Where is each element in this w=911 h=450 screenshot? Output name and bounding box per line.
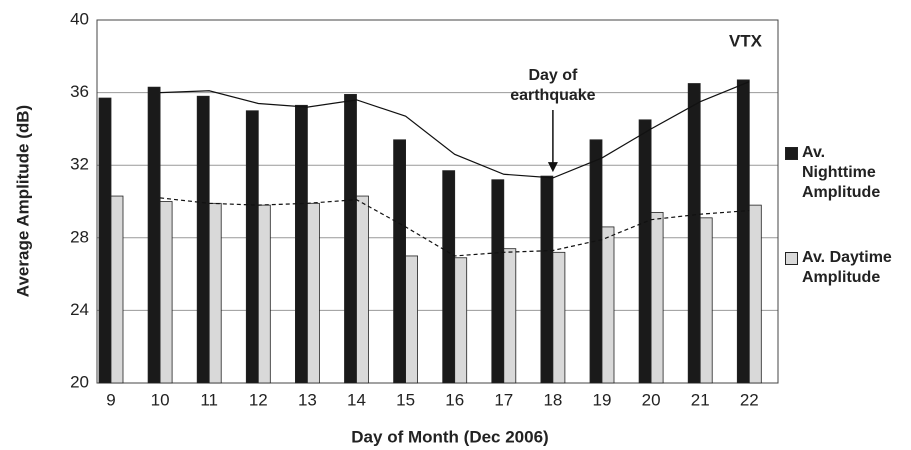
bar — [687, 83, 701, 384]
legend-label: Av. Daytime Amplitude — [802, 249, 892, 286]
bar — [748, 204, 762, 384]
x-tick-label: 17 — [494, 390, 513, 409]
x-tick-label: 10 — [151, 390, 170, 409]
bar — [294, 104, 308, 384]
x-tick-label: 9 — [106, 390, 115, 409]
x-tick-label: 20 — [642, 390, 661, 409]
bar — [638, 119, 652, 384]
bar — [552, 251, 566, 384]
bar — [196, 95, 210, 384]
bar — [650, 211, 664, 384]
plot-frame — [96, 19, 779, 384]
legend-label: Av. Nighttime Amplitude — [802, 144, 881, 201]
x-tick-label: 11 — [200, 390, 218, 409]
y-tick-label: 32 — [70, 155, 89, 174]
y-tick-label: 20 — [70, 372, 89, 391]
bar — [110, 195, 124, 384]
bar — [405, 255, 419, 384]
bar — [540, 175, 554, 384]
y-tick-label: 24 — [70, 300, 89, 319]
bar — [393, 139, 407, 384]
bar — [454, 257, 468, 384]
bar — [356, 195, 369, 384]
annotation: Day of earthquake — [510, 67, 596, 104]
bar — [208, 202, 222, 384]
station-label: VTX — [729, 31, 763, 50]
legend-swatch — [785, 252, 798, 265]
bar — [442, 170, 456, 384]
trend-line — [160, 197, 750, 257]
bar — [98, 97, 112, 384]
x-axis-title: Day of Month (Dec 2006) — [351, 427, 548, 446]
bar — [306, 202, 320, 384]
bar — [257, 204, 271, 384]
bar — [736, 79, 750, 384]
bar — [159, 201, 173, 384]
x-tick-label: 15 — [396, 390, 415, 409]
x-tick-label: 13 — [298, 390, 317, 409]
x-tick-label: 19 — [593, 390, 612, 409]
x-tick-label: 14 — [347, 390, 366, 409]
y-tick-label: 28 — [70, 227, 89, 246]
bar — [491, 179, 505, 384]
y-tick-label: 40 — [70, 9, 89, 28]
bar — [147, 86, 161, 384]
legend-swatch — [785, 147, 798, 160]
bar — [699, 217, 713, 384]
bar — [503, 248, 517, 384]
x-tick-label: 22 — [740, 390, 759, 409]
bar — [601, 226, 615, 384]
x-tick-label: 21 — [691, 390, 710, 409]
bar — [589, 139, 603, 384]
x-tick-label: 16 — [445, 390, 464, 409]
x-tick-label: 18 — [543, 390, 562, 409]
x-tick-label: 12 — [249, 390, 268, 409]
trend-line — [160, 81, 750, 179]
bar — [344, 94, 357, 384]
bar — [245, 110, 259, 384]
y-axis-title: Average Amplitude (dB) — [13, 105, 32, 297]
y-tick-label: 36 — [70, 82, 89, 101]
arrow-head — [547, 162, 558, 173]
